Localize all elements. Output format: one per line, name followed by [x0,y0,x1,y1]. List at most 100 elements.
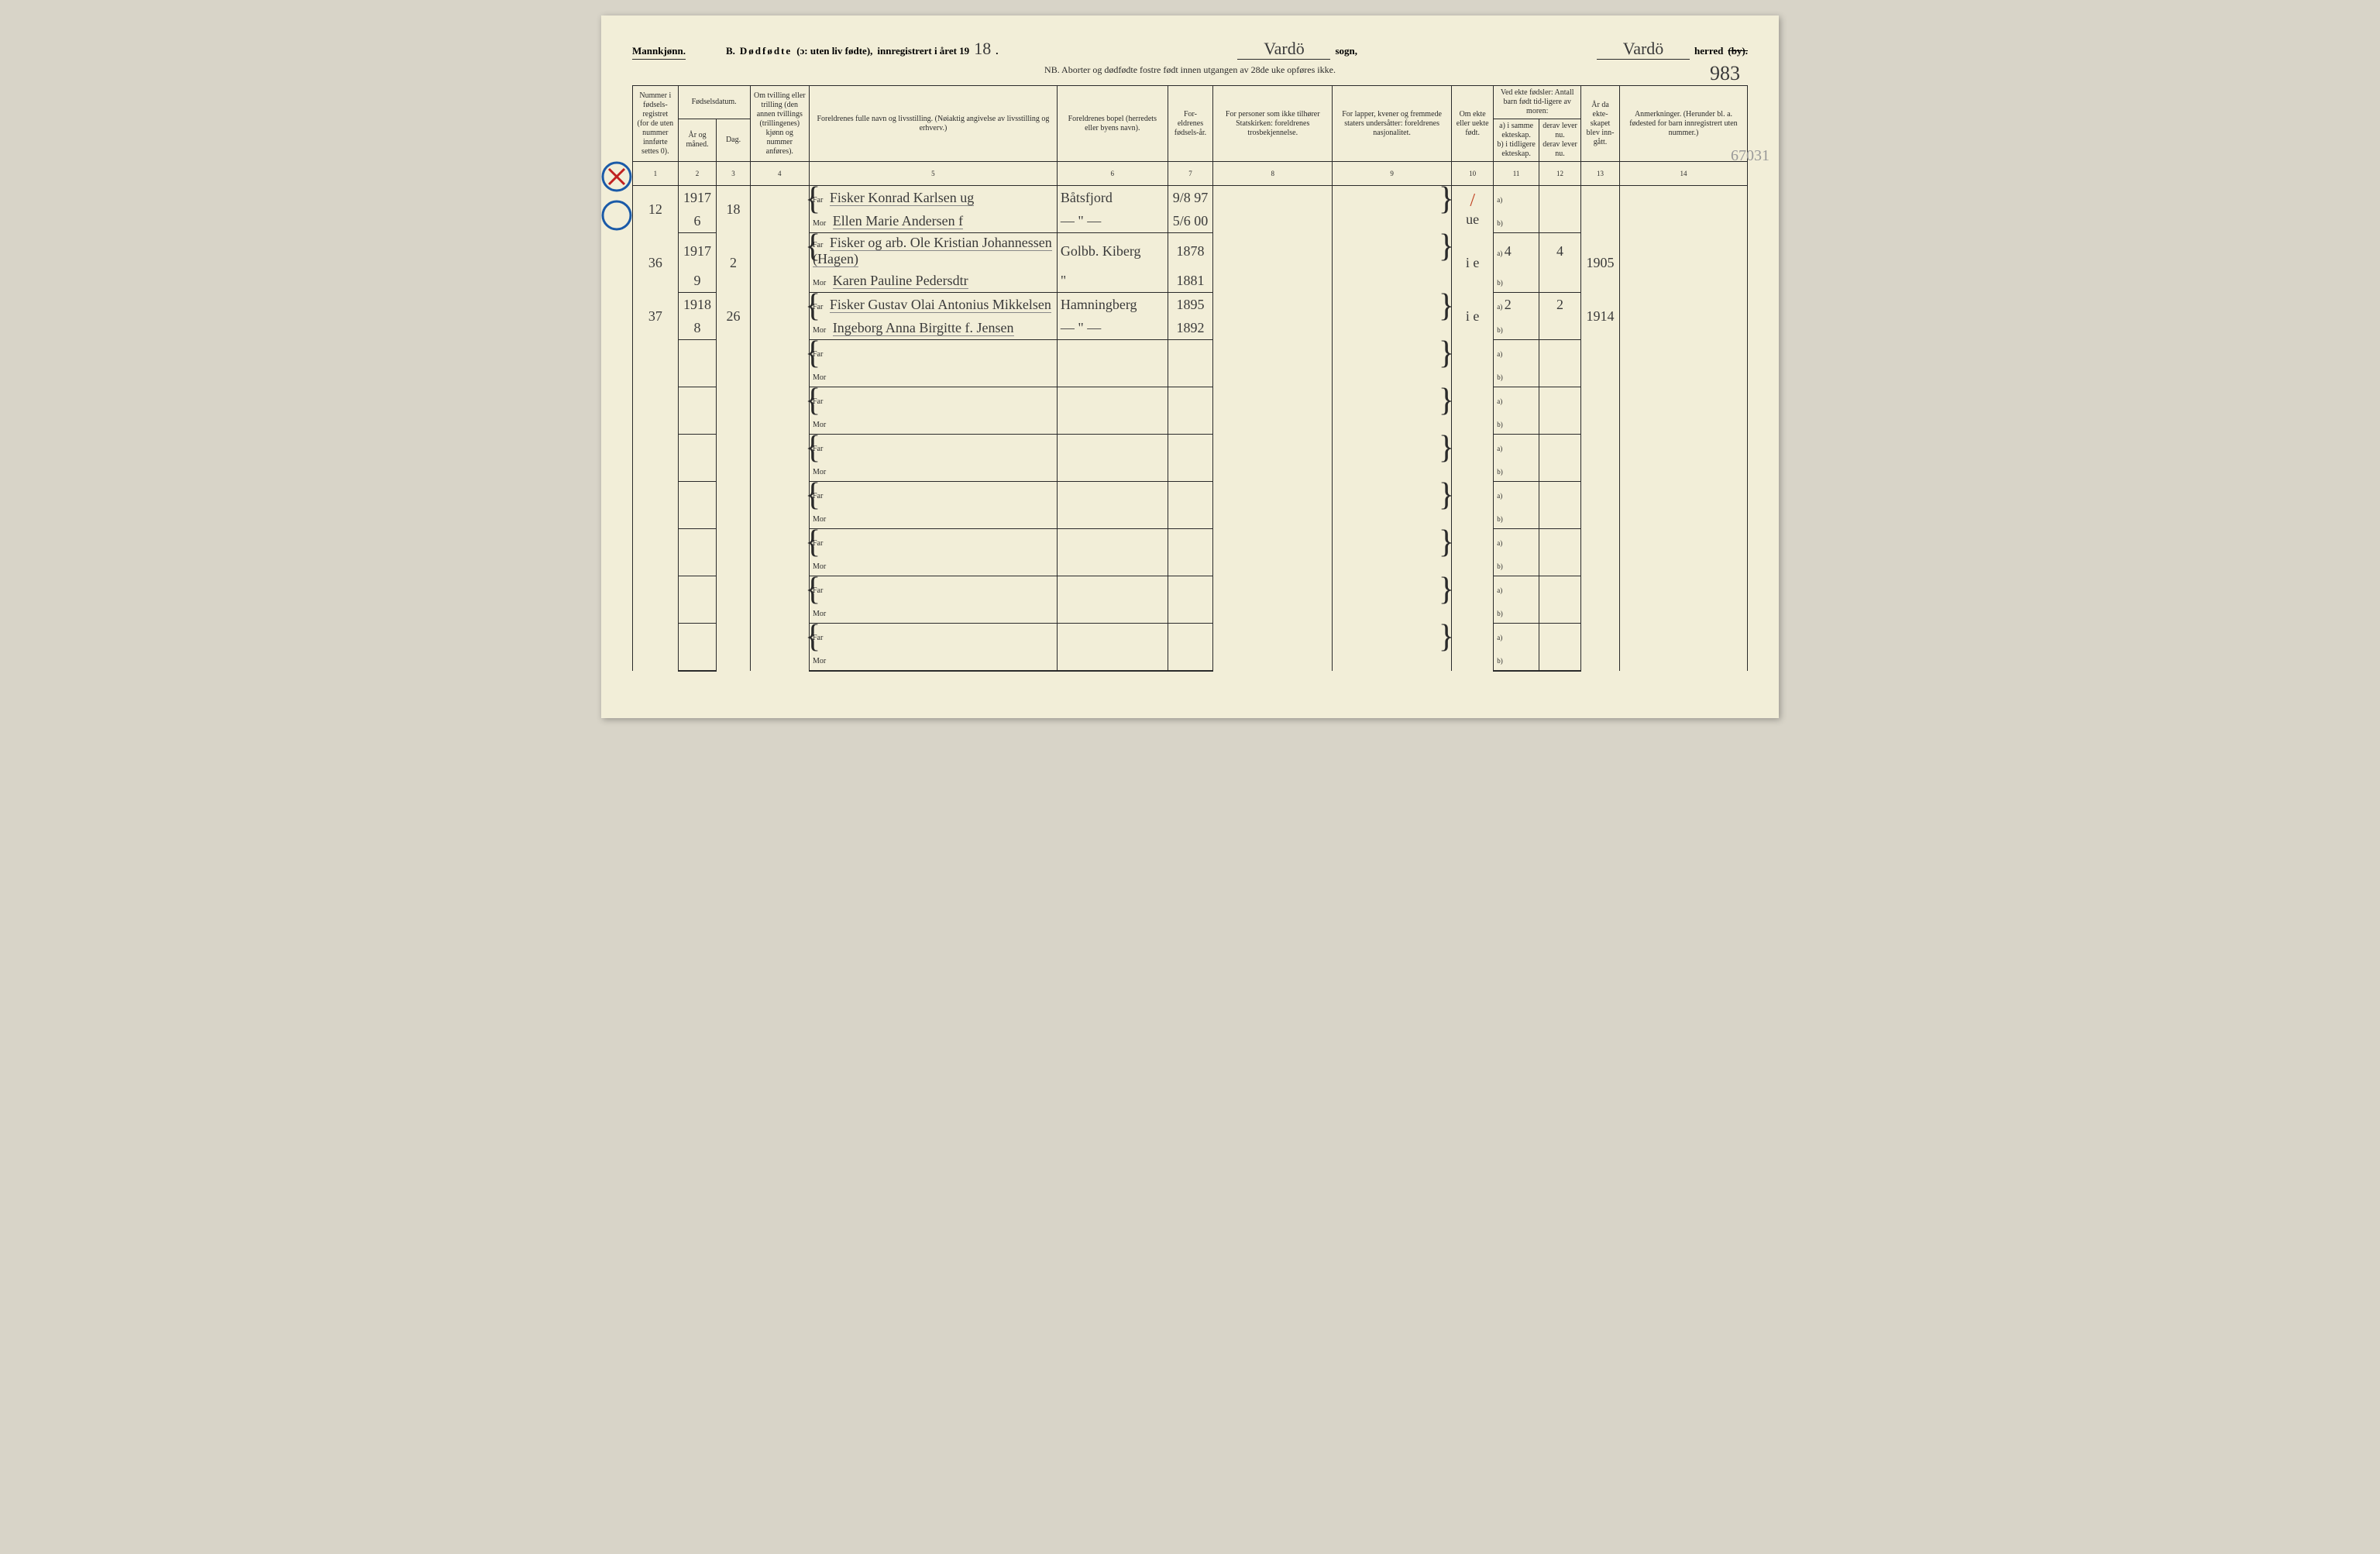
cell-day [717,387,750,435]
table-body: 12191718Far Fisker Konrad Karlsen ugBåts… [633,186,1748,672]
cell-num [633,340,679,387]
cell-b: b) [1494,552,1539,576]
cell-b: b) [1494,505,1539,529]
cell-far: Far [809,529,1057,553]
cell-twin [750,340,809,387]
cell-b-lever [1539,458,1580,482]
col-8: For personer som ikke tilhører Statskirk… [1213,86,1333,162]
cell-faar-far [1168,576,1213,600]
col-6: Foreldrenes bopel (herredets eller byens… [1057,86,1168,162]
year-suffix: 18 [974,39,991,59]
cell-tros [1213,624,1333,672]
cell-day [717,529,750,576]
col-1: Nummer i fødsels-registret (for de uten … [633,86,679,162]
cell-faar-far [1168,529,1213,553]
cell-twin [750,529,809,576]
cell-year [678,482,717,506]
cell-day: 26 [717,293,750,340]
cell-bopel-far [1057,340,1168,364]
cell-b: b) [1494,316,1539,340]
cell-a-lever: 2 [1539,293,1580,317]
cell-aar-ekt [1581,624,1620,672]
col-14: Anmerkninger. (Herunder bl. a. fødested … [1619,86,1747,162]
cell-ekte [1452,435,1494,482]
cell-a: a) [1494,529,1539,553]
document-page: Mannkjønn. B. Dødfødte (ɔ: uten liv født… [601,15,1779,718]
cell-mor: Mor [809,458,1057,482]
cell-bopel-far: Golbb. Kiberg [1057,233,1168,270]
cell-bopel-mor: " [1057,269,1168,293]
cell-b-lever [1539,316,1580,340]
cell-month [678,600,717,624]
cell-tros [1213,482,1333,529]
cell-nasj [1333,435,1452,482]
cell-bopel-far [1057,576,1168,600]
col-7: For-eldrenes fødsels-år. [1168,86,1213,162]
cell-faar-far [1168,387,1213,411]
herred-label: herred [1694,45,1723,57]
cell-mor: Mor [809,600,1057,624]
cell-month [678,505,717,529]
cell-year [678,435,717,459]
cell-bopel-far [1057,529,1168,553]
cell-a-lever [1539,435,1580,459]
cell-ekte: i e [1452,293,1494,340]
cell-bopel-mor [1057,505,1168,529]
cell-tros [1213,387,1333,435]
cell-a-lever [1539,624,1580,648]
cell-month [678,647,717,671]
cell-faar-mor [1168,647,1213,671]
cell-ekte [1452,624,1494,672]
section-letter: B. [726,45,735,57]
cell-faar-far: 9/8 97 [1168,186,1213,210]
cell-faar-far: 1895 [1168,293,1213,317]
cell-b: b) [1494,209,1539,233]
col-2: År og måned. [678,119,717,162]
nb-line: NB. Aborter og dødfødte fostre født inne… [632,64,1748,76]
cell-aar-ekt [1581,482,1620,529]
col-5: Foreldrenes fulle navn og livsstilling. … [809,86,1057,162]
cell-num [633,576,679,624]
cell-a-lever [1539,340,1580,364]
cell-anm [1619,529,1747,576]
cell-faar-far [1168,624,1213,648]
cell-month: 9 [678,269,717,293]
cell-num [633,624,679,672]
col-11-top: Ved ekte fødsler: Antall barn født tid-l… [1494,86,1581,119]
cell-nasj [1333,340,1452,387]
cell-nasj [1333,387,1452,435]
table-row: Far a) [633,576,1748,600]
cell-bopel-far [1057,387,1168,411]
cell-ekte: i e [1452,233,1494,293]
cell-anm [1619,435,1747,482]
cell-bopel-mor: — " — [1057,316,1168,340]
cell-faar-mor [1168,600,1213,624]
cell-a-lever [1539,186,1580,210]
cell-a: a) [1494,186,1539,210]
cell-twin [750,293,809,340]
cell-twin [750,482,809,529]
table-row: 37191826Far Fisker Gustav Olai Antonius … [633,293,1748,317]
cell-num [633,387,679,435]
cell-day: 18 [717,186,750,233]
cell-faar-far [1168,435,1213,459]
cell-year: 1917 [678,233,717,270]
header-line: Mannkjønn. B. Dødfødte (ɔ: uten liv født… [632,39,1748,60]
cell-b-lever [1539,209,1580,233]
cell-twin [750,387,809,435]
cell-twin [750,186,809,233]
cell-nasj [1333,482,1452,529]
cell-day [717,576,750,624]
table-row: Far a) [633,340,1748,364]
cell-faar-mor [1168,552,1213,576]
cell-month: 8 [678,316,717,340]
cell-mor: Mor [809,552,1057,576]
cell-anm [1619,576,1747,624]
cell-day [717,482,750,529]
col-3: Dag. [717,119,750,162]
col-9: For lapper, kvener og fremmede staters u… [1333,86,1452,162]
cell-a-lever: 4 [1539,233,1580,270]
cell-far: Far Fisker og arb. Ole Kristian Johannes… [809,233,1057,270]
col-2-top: Fødselsdatum. [678,86,750,119]
cell-ekte: /ue [1452,186,1494,233]
